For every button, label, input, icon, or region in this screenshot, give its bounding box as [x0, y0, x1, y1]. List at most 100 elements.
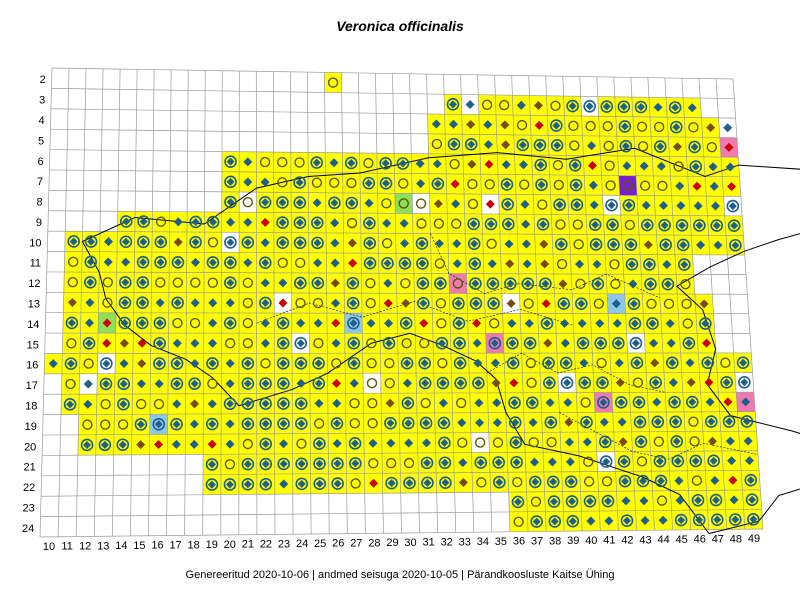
diamond-marker: [565, 457, 575, 467]
diamond-marker: [330, 258, 340, 268]
circle-marker: [65, 378, 76, 390]
ring-diamond-marker: [347, 316, 360, 330]
ring-diamond-marker: [346, 296, 360, 310]
brown-diamond-marker: [433, 199, 443, 209]
diamond-marker: [492, 398, 502, 408]
ring-diamond-marker: [379, 176, 393, 190]
circle-marker: [294, 157, 305, 168]
ring-diamond-marker: [653, 140, 667, 153]
circle-marker: [528, 437, 539, 448]
ring-diamond-marker: [540, 317, 554, 330]
occupied-cell: [256, 353, 275, 374]
circle-marker: [526, 377, 537, 389]
diamond-marker: [658, 515, 668, 525]
occupied-cell: [238, 433, 257, 455]
ring-diamond-marker: [669, 120, 683, 134]
diamond-marker: [665, 318, 675, 328]
column-label: 12: [79, 541, 91, 553]
diamond-marker: [331, 298, 341, 308]
occupied-cell: [361, 293, 380, 314]
ring-diamond-marker: [528, 475, 542, 489]
ring-diamond-marker: [653, 454, 667, 468]
ring-diamond-marker: [118, 296, 132, 309]
ring-diamond-marker: [328, 196, 341, 210]
diamond-marker: [103, 257, 113, 267]
diamond-marker: [296, 318, 306, 328]
ring-diamond-marker: [689, 160, 703, 173]
diamond-marker: [243, 217, 253, 227]
diamond-marker: [547, 457, 557, 467]
ring-diamond-marker: [474, 456, 488, 469]
ring-diamond-marker: [154, 255, 167, 269]
diamond-marker: [530, 457, 540, 467]
diamond-marker: [587, 141, 597, 151]
ring-diamond-marker: [118, 316, 131, 330]
ring-diamond-marker: [294, 276, 307, 290]
circle-marker: [467, 198, 479, 210]
diamond-marker: [452, 239, 462, 249]
circle-marker: [420, 397, 431, 409]
diamond-marker: [522, 259, 532, 269]
brown-diamond-marker: [347, 238, 357, 248]
diamond-marker: [313, 258, 323, 268]
circle-marker: [656, 495, 668, 506]
ring-diamond-marker: [363, 216, 376, 230]
ring-diamond-marker: [385, 476, 398, 490]
brown-diamond-marker: [119, 338, 129, 348]
circle-marker: [476, 477, 487, 488]
occupied-cell: [592, 353, 611, 373]
circle-marker: [437, 357, 448, 369]
diamond-marker: [521, 219, 531, 229]
circle-marker: [580, 397, 591, 408]
circle-marker: [449, 158, 460, 170]
diamond-marker: [83, 379, 93, 389]
ring-diamond-marker: [526, 396, 539, 409]
ring-diamond-marker: [736, 356, 750, 370]
ring-diamond-marker: [506, 336, 519, 350]
circle-marker: [519, 179, 530, 190]
circle-marker: [513, 516, 524, 527]
occupied-cell: [204, 272, 222, 293]
column-label: 31: [422, 537, 434, 549]
column-label: 49: [748, 533, 760, 545]
diamond-marker: [710, 475, 720, 485]
diamond-marker: [727, 456, 737, 466]
circle-marker: [523, 298, 534, 309]
red-diamond-marker: [348, 258, 358, 268]
ring-diamond-marker: [259, 457, 273, 471]
ring-diamond-marker: [668, 101, 682, 114]
circle-marker: [516, 119, 528, 131]
occupied-cell: [362, 373, 382, 394]
diamond-marker: [172, 399, 182, 409]
diamond-marker: [136, 379, 146, 389]
occupied-cell: [186, 272, 205, 293]
diamond-marker: [260, 338, 270, 348]
brown-diamond-marker: [505, 259, 515, 269]
column-label: 35: [495, 536, 507, 548]
ring-diamond-marker: [84, 255, 98, 269]
ring-diamond-marker: [259, 397, 272, 410]
diamond-marker: [384, 318, 394, 328]
circle-marker: [706, 141, 717, 153]
ring-diamond-marker: [744, 473, 758, 487]
circle-marker: [688, 416, 699, 427]
red-diamond-marker: [484, 159, 494, 169]
circle-marker: [555, 219, 566, 230]
ring-diamond-marker: [330, 417, 344, 430]
circle-marker: [610, 278, 621, 290]
brown-diamond-marker: [706, 123, 716, 133]
column-label: 19: [206, 539, 218, 551]
occupied-cell: [533, 194, 552, 215]
ring-diamond-marker: [677, 258, 691, 271]
row-label: 10: [29, 237, 41, 249]
ring-diamond-marker: [295, 457, 308, 471]
occupied-cell: [415, 333, 434, 354]
ring-diamond-marker: [618, 120, 632, 133]
diamond-marker: [676, 201, 686, 211]
circle-marker: [416, 218, 427, 229]
ring-diamond-marker: [446, 98, 460, 111]
diamond-marker: [415, 159, 425, 169]
diamond-marker: [189, 419, 199, 429]
ring-diamond-marker: [310, 156, 324, 169]
occupied-cell: [642, 293, 661, 314]
